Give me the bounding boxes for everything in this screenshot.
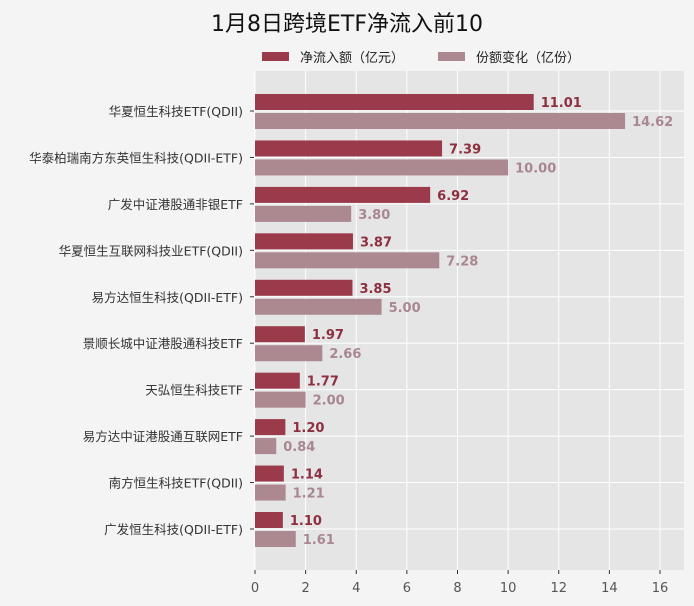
data-label: 3.80 [358,208,390,223]
bar-share-change [255,391,306,408]
category-label: 广发恒生科技(QDII-ETF) [104,522,243,537]
legend-swatch-0 [262,52,289,61]
bar-share-change [255,159,509,176]
chart-title: 1月8日跨境ETF净流入前10 [211,12,483,37]
category-label: 华夏恒生科技ETF(QDII) [109,104,243,119]
data-label: 1.14 [291,468,323,483]
x-tick-label: 6 [403,581,411,596]
bar-share-change [255,205,352,222]
bar-net-inflow [255,512,283,528]
data-label: 14.62 [632,115,673,130]
x-tick-label: 0 [251,581,259,596]
category-label: 天弘恒生科技ETF [145,383,243,398]
data-label: 1.20 [292,421,324,436]
category-label: 广发中证港股通非银ETF [108,197,243,212]
data-label: 0.84 [283,440,315,455]
category-label: 景顺长城中证港股通科技ETF [83,336,243,351]
legend-label-1: 份额变化（亿份） [476,50,580,66]
data-label: 2.00 [313,394,345,409]
data-label: 2.66 [329,347,361,362]
x-tick-label: 8 [453,581,461,596]
x-tick-label: 12 [550,581,567,596]
category-label: 华泰柏瑞南方东英恒生科技(QDII-ETF) [29,150,243,165]
bar-net-inflow [255,140,443,157]
data-label: 1.97 [312,328,344,343]
data-label: 6.92 [437,189,469,204]
data-label: 1.77 [307,375,339,390]
category-label: 易方达恒生科技(QDII-ETF) [92,290,243,305]
bar-net-inflow [255,94,534,110]
x-tick-label: 10 [500,581,517,596]
x-tick-label: 2 [301,581,309,596]
x-tick-label: 14 [601,581,618,596]
bar-net-inflow [255,186,431,203]
data-label: 10.00 [515,161,556,176]
data-label: 1.61 [303,533,335,548]
bar-share-change [255,438,277,455]
bar-net-inflow [255,465,284,482]
category-label: 易方达中证港股通互联网ETF [83,429,243,444]
bar-net-inflow [255,279,353,296]
bar-net-inflow [255,233,353,250]
bar-share-change [255,113,626,129]
data-label: 7.28 [446,254,478,269]
data-label: 1.21 [293,487,325,502]
legend-swatch-1 [438,52,465,61]
data-label: 11.01 [541,96,582,111]
category-label: 华夏恒生互联网科技业ETF(QDII) [59,243,243,258]
legend-label-0: 净流入额（亿元） [300,51,404,66]
data-label: 3.87 [360,235,392,250]
bar-net-inflow [255,372,300,389]
bar-share-change [255,531,296,547]
category-label: 南方恒生科技ETF(QDII) [109,476,243,491]
bar-share-change [255,252,440,269]
bar-share-change [255,345,323,362]
bar-net-inflow [255,419,286,436]
bar-share-change [255,298,382,315]
data-label: 5.00 [389,301,421,316]
x-tick-label: 4 [352,581,360,596]
data-label: 1.10 [290,514,322,529]
data-label: 3.85 [359,282,391,297]
bar-share-change [255,484,286,501]
data-label: 7.39 [449,142,481,157]
bar-net-inflow [255,326,305,343]
x-tick-label: 16 [652,581,669,596]
